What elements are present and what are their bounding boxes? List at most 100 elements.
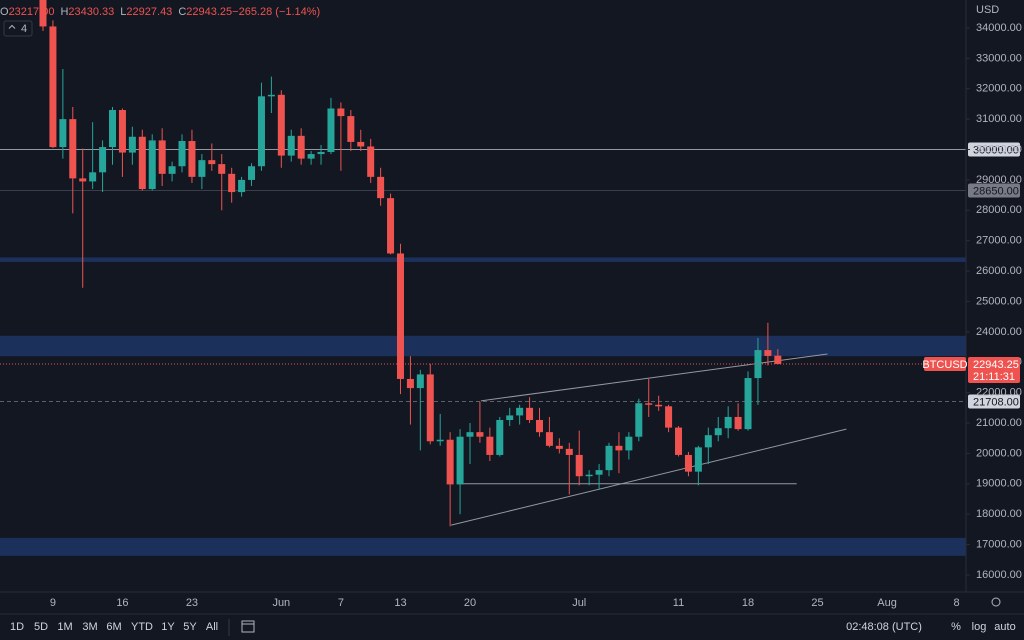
- candle-body: [188, 141, 196, 177]
- x-tick-label: 13: [394, 597, 406, 609]
- candle-body: [506, 415, 514, 420]
- y-tick-label: 33000.00: [976, 52, 1022, 64]
- candle-body: [198, 160, 206, 177]
- candle-body: [575, 454, 583, 477]
- candle-body: [118, 110, 126, 153]
- y-tick-label: 25000.00: [976, 295, 1022, 307]
- candle-body: [257, 96, 265, 167]
- candle-body: [128, 136, 136, 153]
- clock: 02:48:08 (UTC): [846, 621, 922, 633]
- range-button[interactable]: 3M: [82, 621, 97, 633]
- calendar-icon[interactable]: [241, 620, 255, 633]
- candle-body: [724, 416, 732, 429]
- level-tag: [968, 394, 1020, 409]
- zone: [0, 257, 966, 262]
- y-tick-label: 34000.00: [976, 22, 1022, 34]
- candle-body: [287, 135, 295, 156]
- ohlc-value: 22927.43: [126, 6, 172, 18]
- candle-body: [367, 146, 375, 177]
- candle-body: [536, 419, 543, 433]
- candle-body: [396, 253, 404, 379]
- candle-body: [605, 445, 613, 471]
- y-tick-label: 30000.00: [976, 143, 1022, 155]
- ohlc-value: −265.28 (−1.14%): [232, 6, 320, 18]
- y-tick-label: 26000.00: [976, 265, 1022, 277]
- candle-body: [754, 350, 762, 379]
- candle-body: [655, 404, 663, 407]
- range-button[interactable]: 6M: [106, 621, 121, 633]
- level-tag-label: 21708.00: [973, 396, 1019, 408]
- candle-body: [168, 166, 176, 174]
- candle-body: [426, 374, 434, 442]
- candle-body: [218, 164, 226, 174]
- x-tick-label: Aug: [877, 597, 897, 609]
- candle-body: [615, 445, 623, 451]
- range-button[interactable]: All: [206, 621, 218, 633]
- ohlc-value: 23430.33: [68, 6, 114, 18]
- candle-body: [109, 110, 117, 148]
- y-tick-label: 31000.00: [976, 113, 1022, 125]
- y-tick-label: 20000.00: [976, 447, 1022, 459]
- y-tick-label: 16000.00: [976, 569, 1022, 581]
- x-tick-label: 23: [186, 597, 198, 609]
- y-tick-label: 17000.00: [976, 538, 1022, 550]
- indicator-toggle[interactable]: [3, 20, 33, 37]
- range-button[interactable]: 1D: [10, 621, 24, 633]
- range-button[interactable]: 1M: [57, 621, 72, 633]
- candle-body: [39, 0, 47, 27]
- indicator-count: 4: [21, 23, 27, 35]
- scale-option[interactable]: auto: [994, 621, 1015, 633]
- level-tag-label: 30000.00: [973, 144, 1019, 156]
- candle-body: [446, 439, 454, 485]
- candle-body: [317, 151, 325, 155]
- x-tick-label: Jun: [272, 597, 290, 609]
- zone: [0, 335, 966, 357]
- ohlc-letter: C: [178, 6, 186, 18]
- candle-body: [387, 198, 395, 254]
- price-tag-label: 22943.25: [973, 359, 1019, 371]
- candle-body: [297, 135, 305, 159]
- candle-body: [476, 432, 484, 437]
- currency-label: USD: [976, 4, 999, 16]
- candle-body: [148, 140, 156, 190]
- level-tag: [968, 142, 1020, 157]
- candle-body: [436, 439, 444, 442]
- range-button[interactable]: 5D: [34, 621, 48, 633]
- x-tick-label: 8: [953, 597, 959, 609]
- range-button[interactable]: 1Y: [161, 621, 175, 633]
- candle-body: [665, 406, 673, 428]
- settings-icon[interactable]: [991, 597, 1001, 607]
- candle-body: [595, 470, 603, 475]
- ohlc-value: 23217.00: [9, 6, 55, 18]
- scale-option[interactable]: %: [951, 621, 961, 633]
- candle-body: [377, 176, 385, 199]
- scale-option[interactable]: log: [972, 621, 987, 633]
- candle-body: [248, 166, 256, 180]
- candle-body: [635, 403, 643, 437]
- candle-body: [416, 374, 424, 389]
- y-tick-label: 22000.00: [976, 387, 1022, 399]
- candle-body: [228, 173, 236, 193]
- candle-body: [357, 141, 365, 147]
- candle-body: [79, 178, 87, 182]
- x-tick-label: 20: [464, 597, 476, 609]
- y-tick-label: 18000.00: [976, 508, 1022, 520]
- candle-body: [764, 350, 772, 356]
- range-button[interactable]: 5Y: [183, 621, 197, 633]
- candle-body: [585, 474, 593, 477]
- range-button[interactable]: YTD: [131, 621, 153, 633]
- zone: [0, 537, 966, 556]
- candle-body: [565, 448, 573, 455]
- symbol-tag-label: BTCUSD: [922, 359, 967, 371]
- price-tag: [968, 356, 1020, 383]
- candle-body: [406, 378, 414, 389]
- candle-body: [694, 447, 702, 472]
- candle-body: [714, 428, 722, 436]
- candle-body: [645, 403, 653, 405]
- x-tick-label: 9: [50, 597, 56, 609]
- ohlc-header: O23217.00 H23430.33 L22927.43 C22943.25−265…: [0, 6, 320, 18]
- countdown-label: 21:11:31: [973, 371, 1015, 383]
- candle-body: [744, 378, 752, 430]
- candle-body: [456, 436, 464, 485]
